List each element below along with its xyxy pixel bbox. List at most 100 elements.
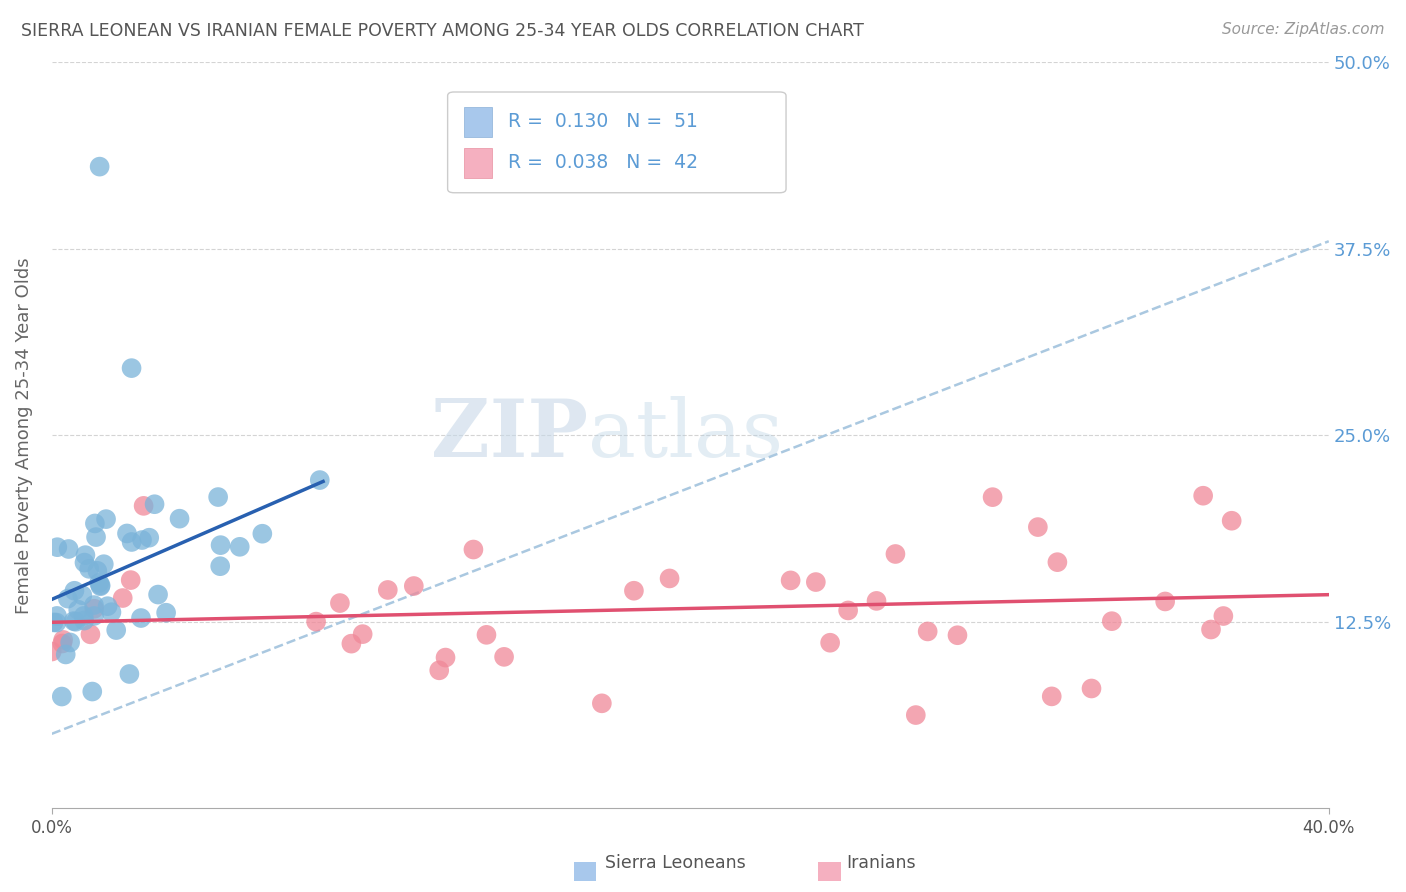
Text: R =  0.038   N =  42: R = 0.038 N = 42 <box>508 153 697 172</box>
Point <box>1046 555 1069 569</box>
Point <box>58 541 80 556</box>
Point <box>77 562 100 576</box>
Point <box>143 497 166 511</box>
Point <box>73 556 96 570</box>
Point <box>138 531 160 545</box>
Point <box>209 559 232 574</box>
Point <box>75 548 97 562</box>
Point <box>377 582 399 597</box>
Point <box>169 511 191 525</box>
Point <box>129 611 152 625</box>
Point <box>67 603 90 617</box>
Point <box>89 160 111 174</box>
Point <box>1212 609 1234 624</box>
Point <box>115 526 138 541</box>
Point <box>779 574 801 588</box>
Point <box>84 516 107 531</box>
Point <box>658 571 681 585</box>
Text: R =  0.130   N =  51: R = 0.130 N = 51 <box>508 112 697 131</box>
Bar <box>464 148 492 178</box>
Point <box>131 533 153 547</box>
Point <box>42 615 65 630</box>
Point <box>229 540 252 554</box>
Point <box>121 535 143 549</box>
Point <box>1220 514 1243 528</box>
Point <box>65 615 87 629</box>
Point <box>90 578 112 592</box>
Point <box>121 361 143 376</box>
Point <box>63 583 86 598</box>
Point <box>146 588 169 602</box>
Point <box>475 628 498 642</box>
Point <box>83 601 105 615</box>
Point <box>1199 623 1222 637</box>
Text: Source: ZipAtlas.com: Source: ZipAtlas.com <box>1222 22 1385 37</box>
Point <box>1080 681 1102 696</box>
Point <box>402 579 425 593</box>
Point <box>1101 614 1123 628</box>
Point <box>52 632 75 647</box>
Text: SIERRA LEONEAN VS IRANIAN FEMALE POVERTY AMONG 25-34 YEAR OLDS CORRELATION CHART: SIERRA LEONEAN VS IRANIAN FEMALE POVERTY… <box>21 22 863 40</box>
Point <box>329 596 352 610</box>
Point <box>494 649 516 664</box>
Point <box>155 606 177 620</box>
Point <box>41 644 63 658</box>
Point <box>1040 690 1063 704</box>
Point <box>427 663 450 677</box>
Point <box>45 615 67 630</box>
Point <box>340 637 363 651</box>
Point <box>73 614 96 628</box>
Point <box>1154 594 1177 608</box>
Point <box>86 564 108 578</box>
Bar <box>464 107 492 136</box>
Point <box>946 628 969 642</box>
Point <box>83 598 105 612</box>
Point <box>132 499 155 513</box>
Text: atlas: atlas <box>588 396 783 475</box>
Point <box>82 684 104 698</box>
Point <box>105 623 128 637</box>
Point <box>89 579 111 593</box>
Point <box>55 648 77 662</box>
Point <box>94 512 117 526</box>
Point <box>46 608 69 623</box>
FancyBboxPatch shape <box>447 92 786 193</box>
Point <box>837 603 859 617</box>
Point <box>72 588 94 602</box>
Y-axis label: Female Poverty Among 25-34 Year Olds: Female Poverty Among 25-34 Year Olds <box>15 257 32 614</box>
Point <box>120 573 142 587</box>
Point <box>865 594 887 608</box>
Point <box>434 650 457 665</box>
Point <box>1192 489 1215 503</box>
Point <box>62 614 84 628</box>
Point <box>252 526 274 541</box>
Point <box>51 636 73 650</box>
Point <box>884 547 907 561</box>
Point <box>591 696 613 710</box>
Point <box>1026 520 1049 534</box>
Point <box>305 615 328 629</box>
Point <box>917 624 939 639</box>
Point <box>51 690 73 704</box>
Point <box>83 609 105 624</box>
Text: Sierra Leoneans: Sierra Leoneans <box>605 855 745 872</box>
Point <box>84 530 107 544</box>
Text: ZIP: ZIP <box>432 396 588 475</box>
Point <box>207 490 229 504</box>
Point <box>804 575 827 590</box>
Point <box>46 540 69 554</box>
Point <box>89 575 111 590</box>
Point <box>100 605 122 619</box>
Point <box>904 708 927 723</box>
Point <box>97 599 120 614</box>
Point <box>73 608 96 623</box>
Point <box>56 591 79 606</box>
Point <box>308 473 330 487</box>
Point <box>111 591 134 605</box>
Point <box>209 538 232 552</box>
Point <box>93 558 115 572</box>
Point <box>981 490 1004 504</box>
Point <box>623 583 645 598</box>
Point <box>59 635 82 649</box>
Text: Iranians: Iranians <box>846 855 917 872</box>
